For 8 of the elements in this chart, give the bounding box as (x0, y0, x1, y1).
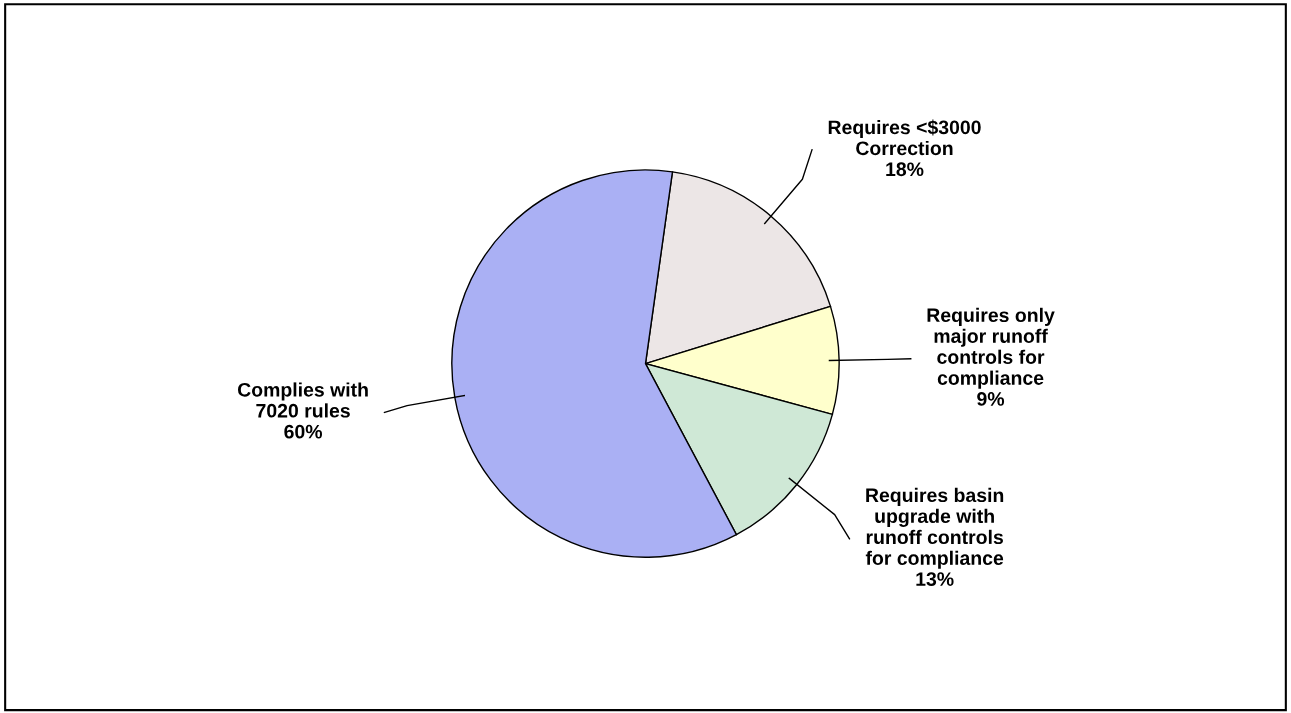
slice-label: Requires basin upgrade with runoff controls for compliance (865, 487, 1004, 569)
data-label: 18% (886, 162, 924, 177)
data-label: 60% (284, 424, 323, 439)
slice-label: Complies with 7020 rules (237, 382, 368, 418)
data-label: 9% (977, 392, 1005, 406)
data-label: 13% (916, 572, 954, 586)
slice-label: Requires only major runoff controls for compliance (927, 307, 1055, 389)
slice-label: Requires <$3000 Correction (828, 119, 981, 156)
